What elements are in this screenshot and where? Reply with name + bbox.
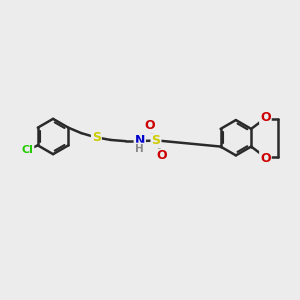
Text: N: N	[135, 134, 145, 147]
Text: S: S	[152, 134, 160, 147]
Text: S: S	[92, 131, 101, 144]
Text: O: O	[144, 119, 155, 133]
Text: H: H	[135, 143, 144, 154]
Text: O: O	[260, 111, 271, 124]
Text: Cl: Cl	[22, 145, 33, 155]
Text: O: O	[260, 152, 271, 165]
Text: O: O	[156, 149, 167, 162]
